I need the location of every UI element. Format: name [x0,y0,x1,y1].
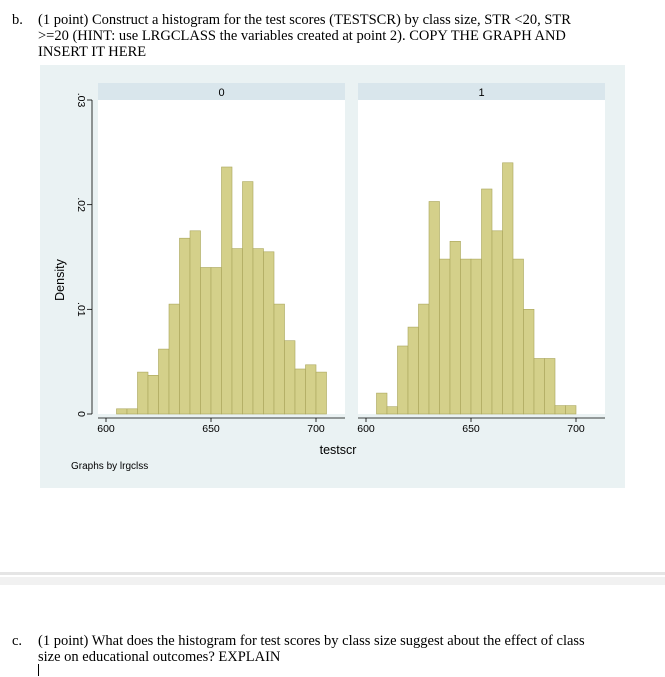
histogram-bar-panel-0 [137,371,149,415]
histogram-bar-panel-1 [533,358,545,415]
x-axis-title: testscr [320,443,357,457]
histogram-bar-panel-1 [428,201,440,415]
graphs-by-note: Graphs by lrgclss [71,461,148,472]
histogram-bar-panel-0 [179,237,191,415]
histogram-bar-panel-0 [284,340,296,415]
histogram-bar-panel-0 [221,166,233,415]
histogram-bar-panel-0 [252,248,264,415]
text-cursor[interactable] [38,664,39,676]
page-divider [0,572,665,575]
histogram-bar-panel-0 [168,303,180,415]
histogram-bar-panel-1 [386,406,398,415]
panel-1-title: 1 [478,87,484,99]
panel-0-header [98,83,345,100]
histogram-bar-panel-0 [315,371,327,415]
question-b-line: >=20 (HINT: use LRGCLASS the variables c… [38,28,566,44]
histogram-bar-panel-0 [126,408,138,415]
histogram-bar-panel-1 [397,345,409,415]
question-b-label: b. [12,12,23,28]
histogram-figure: 0 1 0 .01 .02 .03 600 650 700 600 650 700 Density… [40,65,625,488]
histogram-chart: 0 1 0 .01 .02 .03 600 650 700 600 650 700 Density… [53,83,605,472]
y-tick-label: 0 [75,411,87,417]
histogram-bar-panel-0 [294,368,306,415]
histogram-bar-panel-0 [305,364,317,415]
histogram-bar-panel-1 [523,309,535,415]
histogram-bar-panel-1 [565,405,577,415]
question-c-text: (1 point) What does the histogram for te… [38,633,658,665]
x-tick-label: 600 [97,423,115,435]
histogram-bar-panel-1 [481,188,493,415]
question-c-line: (1 point) What does the histogram for te… [38,633,585,649]
question-b-line: INSERT IT HERE [38,44,147,60]
y-tick-label: .01 [75,302,87,317]
histogram-bar-panel-0 [116,408,128,415]
y-tick-label: .03 [75,93,87,108]
panel-0-title: 0 [218,87,224,99]
histogram-bar-panel-1 [491,230,503,415]
histogram-bar-panel-1 [502,162,514,415]
histogram-bar-panel-1 [418,303,430,415]
x-tick-label: 700 [307,423,325,435]
histogram-bar-panel-1 [470,258,482,415]
x-tick-label: 650 [202,423,220,435]
histogram-bar-panel-1 [376,392,388,415]
histogram-bar-panel-1 [544,358,556,415]
question-c-label: c. [12,633,23,649]
histogram-bar-panel-0 [210,267,222,415]
panel-1-header [358,83,605,100]
x-tick-label: 600 [357,423,375,435]
question-c-line: size on educational outcomes? EXPLAIN [38,649,281,665]
histogram-bar-panel-0 [147,374,159,415]
question-b-line: (1 point) Construct a histogram for the … [38,12,571,28]
x-tick-label: 700 [567,423,585,435]
y-tick-label: .02 [75,197,87,212]
histogram-bar-panel-1 [460,258,472,415]
histogram-bar-panel-0 [273,303,285,415]
histogram-bar-panel-1 [554,405,566,415]
histogram-bar-panel-0 [263,251,275,415]
histogram-bar-panel-0 [231,248,243,415]
histogram-bar-panel-0 [242,181,254,415]
histogram-bar-panel-0 [200,267,212,415]
x-tick-label: 650 [462,423,480,435]
page-divider-shadow [0,577,665,585]
histogram-bar-panel-1 [439,258,451,415]
y-axis-title: Density [53,258,67,300]
histogram-bar-panel-1 [512,258,524,415]
histogram-bar-panel-0 [158,348,170,415]
histogram-bar-panel-1 [407,326,419,415]
histogram-bar-panel-0 [189,230,201,415]
question-b-text: (1 point) Construct a histogram for the … [38,12,638,60]
histogram-bar-panel-1 [449,241,461,415]
